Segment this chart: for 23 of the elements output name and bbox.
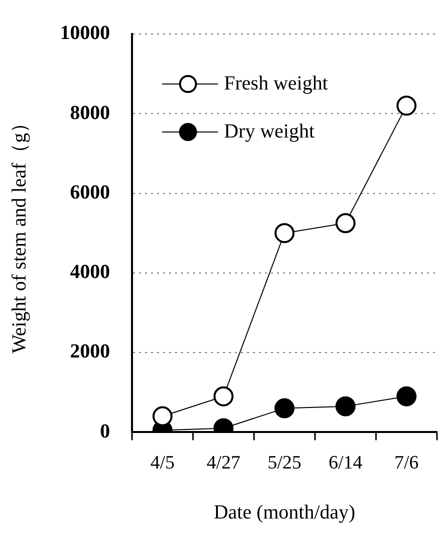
x-tick-label: 6/14 — [328, 452, 363, 474]
y-tick-label: 10000 — [60, 22, 110, 44]
x-tick-label: 4/5 — [150, 452, 175, 474]
y-tick-label: 2000 — [70, 340, 110, 363]
point — [274, 223, 294, 244]
y-tick-label: 4000 — [70, 261, 110, 284]
point — [214, 386, 234, 406]
x-tick-label: 7/6 — [394, 452, 419, 474]
point — [396, 386, 416, 406]
x-axis-title: Date (month/day) — [214, 501, 356, 524]
point — [274, 398, 294, 418]
legend-label: Dry weight — [224, 120, 315, 142]
point — [396, 96, 416, 116]
y-tick-label: 0 — [100, 420, 110, 442]
x-tick-label: 5/25 — [268, 452, 302, 474]
y-axis-title: Weight of stem and leaf（g） — [8, 112, 30, 354]
point — [336, 396, 356, 416]
y-tick-label: 8000 — [70, 102, 110, 124]
point — [152, 406, 172, 426]
legend-label: Fresh weight — [224, 72, 328, 94]
point — [336, 213, 356, 234]
y-tick-label: 6000 — [70, 181, 110, 204]
x-tick-label: 4/27 — [206, 452, 240, 474]
